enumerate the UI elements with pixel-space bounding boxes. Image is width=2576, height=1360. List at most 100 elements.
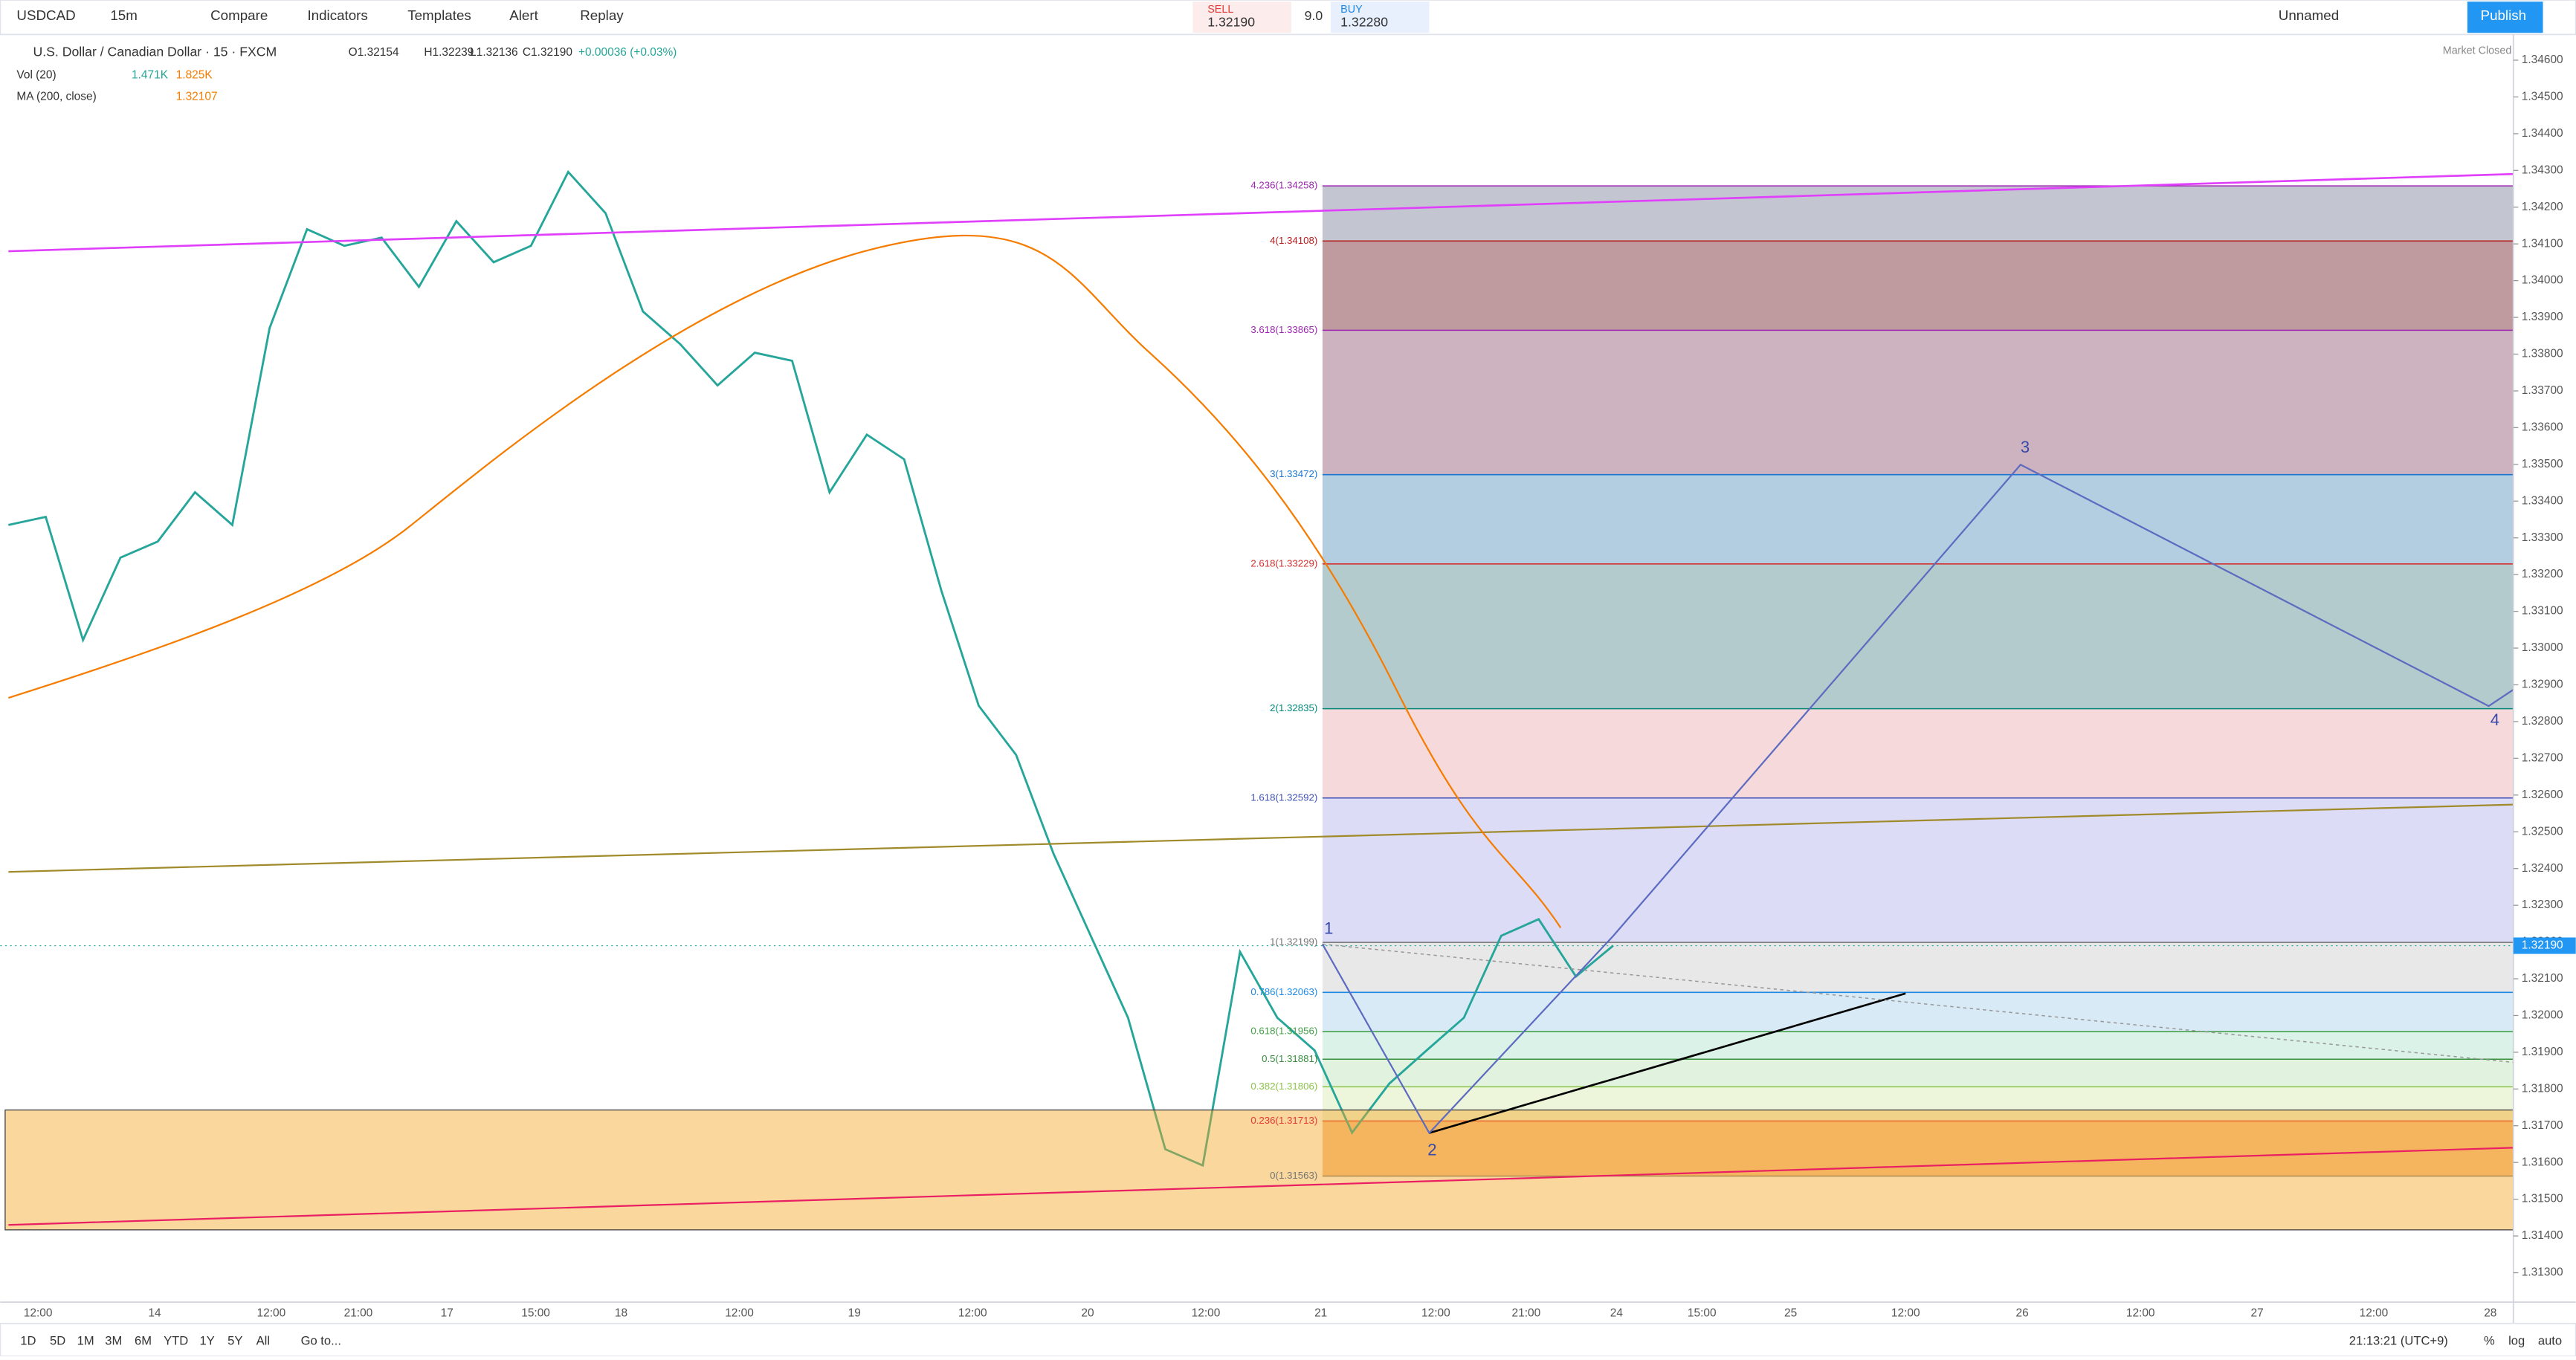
price-tick-label: 1.33300 [2522, 531, 2563, 544]
price-tick-label: 1.34000 [2522, 274, 2563, 287]
interval[interactable]: 15m [110, 7, 138, 23]
price-tick-label: 1.31800 [2522, 1082, 2563, 1095]
trendline [8, 172, 2514, 253]
trendline [8, 803, 2514, 873]
ohlc-close: C1.32190 [523, 46, 572, 59]
fib-zone [1322, 708, 2514, 798]
legend-title: U.S. Dollar / Canadian Dollar · 15 · FXC… [33, 44, 277, 59]
support-zone [4, 1109, 2514, 1231]
range-button[interactable]: 6M [135, 1333, 152, 1347]
range-button[interactable]: YTD [164, 1333, 188, 1347]
price-tick-label: 1.32800 [2522, 715, 2563, 728]
last-price-label: 1.32190 [2522, 939, 2563, 952]
ohlc-low: L1.32136 [470, 46, 517, 59]
indicators-button[interactable]: Indicators [307, 7, 367, 23]
time-label: 24 [1610, 1307, 1624, 1320]
fib-label: 4.236(1.34258) [1250, 180, 1317, 191]
templates-button[interactable]: Templates [407, 7, 471, 23]
fib-zone [1322, 797, 2514, 943]
fib-label: 0.618(1.31956) [1250, 1026, 1317, 1037]
price-tick-label: 1.31300 [2522, 1266, 2563, 1279]
price-tick-label: 1.32500 [2522, 825, 2563, 838]
range-buttons: 1D 5D 1M 3M 6M YTD 1Y 5Y All [20, 1333, 270, 1347]
fib-label: 1(1.32199) [1270, 936, 1317, 948]
price-tick-label: 1.34400 [2522, 127, 2563, 140]
goto-button[interactable]: Go to... [301, 1333, 341, 1347]
publish-button[interactable] [2467, 1, 2543, 33]
time-label: 12:00 [1891, 1307, 1920, 1320]
log-toggle[interactable]: log [2508, 1333, 2525, 1347]
buy-button[interactable] [1330, 1, 1430, 33]
time-label: 12:00 [24, 1307, 53, 1320]
range-button[interactable]: 1D [20, 1333, 36, 1347]
price-tick-label: 1.34200 [2522, 201, 2563, 213]
sell-label: SELL [1207, 4, 1233, 16]
time-label: 27 [2250, 1307, 2263, 1320]
time-label: 19 [848, 1307, 861, 1320]
clock: 21:13:21 (UTC+9) [2349, 1333, 2448, 1347]
fib-zone [1322, 474, 2514, 564]
time-label: 15:00 [1688, 1307, 1717, 1320]
fib-zone [1322, 241, 2514, 331]
price-tick-label: 1.32000 [2522, 1009, 2563, 1022]
price-tick-label: 1.33200 [2522, 568, 2563, 580]
wave-label: 3 [2021, 438, 2030, 456]
symbol[interactable]: USDCAD [16, 7, 75, 23]
fib-zone [1322, 1087, 2514, 1121]
bottom-bar [0, 1322, 2576, 1357]
time-label: 18 [615, 1307, 627, 1320]
fib-label: 0(1.31563) [1270, 1170, 1317, 1181]
range-button[interactable]: 1Y [200, 1333, 215, 1347]
range-button[interactable]: 1M [77, 1333, 94, 1347]
price-tick-label: 1.32100 [2522, 972, 2563, 985]
plot-area [0, 169, 2514, 1177]
auto-toggle[interactable]: auto [2538, 1333, 2562, 1347]
sell-button[interactable] [1192, 1, 1291, 33]
replay-button[interactable]: Replay [580, 7, 624, 23]
fib-zone [1322, 992, 2514, 1032]
time-label: 12:00 [2126, 1307, 2155, 1320]
price-line [8, 169, 1614, 1168]
percent-toggle[interactable]: % [2484, 1333, 2495, 1347]
layout-name[interactable]: Unnamed [2279, 7, 2339, 23]
alert-button[interactable]: Alert [509, 7, 538, 23]
price-tick-label: 1.33900 [2522, 311, 2563, 323]
price-tick-label: 1.31900 [2522, 1046, 2563, 1058]
ma-line [8, 234, 1562, 928]
time-label: 21:00 [1512, 1307, 1541, 1320]
ohlc-open: O1.32154 [349, 46, 399, 59]
time-label: 12:00 [958, 1307, 987, 1320]
time-label: 28 [2484, 1307, 2496, 1320]
spread: 9.0 [1305, 8, 1323, 23]
time-label: 15:00 [521, 1307, 550, 1320]
range-button[interactable]: All [256, 1333, 270, 1347]
time-label: 25 [1784, 1307, 1797, 1320]
price-tick-label: 1.32600 [2522, 789, 2563, 801]
buy-label: BUY [1340, 4, 1363, 16]
range-button[interactable]: 3M [105, 1333, 122, 1347]
trendline [1429, 992, 1906, 1134]
trendline [8, 1147, 2514, 1226]
fib-label: 0.382(1.31806) [1250, 1081, 1317, 1092]
fib-zone [1322, 1059, 2514, 1087]
price-tick-label: 1.33800 [2522, 348, 2563, 360]
publish-label: Publish [2481, 7, 2527, 23]
price-tick-label: 1.34100 [2522, 237, 2563, 250]
wave-label: 2 [1427, 1141, 1436, 1159]
market-status: Market Closed [2443, 45, 2512, 56]
range-button[interactable]: 5D [50, 1333, 65, 1347]
time-label: 12:00 [257, 1307, 286, 1320]
compare-button[interactable]: Compare [210, 7, 268, 23]
time-label: 12:00 [2360, 1307, 2389, 1320]
price-tick-label: 1.34300 [2522, 163, 2563, 176]
price-tick-label: 1.33700 [2522, 384, 2563, 397]
fib-label: 0.786(1.32063) [1250, 986, 1317, 997]
fib-label: 1.618(1.32592) [1250, 791, 1317, 803]
range-button[interactable]: 5Y [227, 1333, 242, 1347]
fib-label: 4(1.34108) [1270, 235, 1317, 246]
fib-zone [1322, 1032, 2514, 1060]
buy-price: 1.32280 [1340, 15, 1388, 30]
time-label: 12:00 [1421, 1307, 1450, 1320]
price-tick-label: 1.33600 [2522, 421, 2563, 433]
